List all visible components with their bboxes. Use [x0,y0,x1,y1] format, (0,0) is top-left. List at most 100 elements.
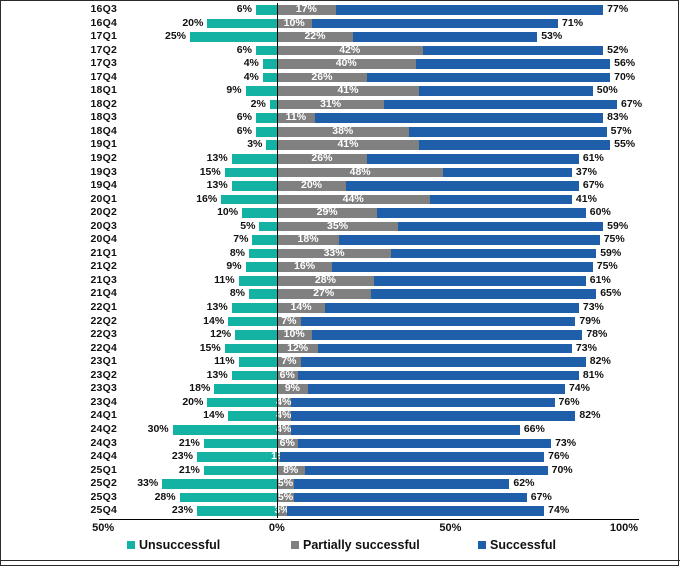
value-label-successful: 52% [607,43,629,56]
value-label-partially-successful: 7% [281,355,297,368]
category-label: 19Q4 [90,179,117,192]
row-bars: 16% 44% 41% [1,193,680,207]
bar-segment-unsuccessful [255,45,277,56]
row-bars: 21% 8% 70% [1,464,680,478]
bar-segment-successful [287,506,545,516]
value-label-partially-successful: 48% [349,165,371,178]
bottom-rule [1,560,680,561]
bar-segment-unsuccessful [196,452,277,462]
category-label: 23Q4 [90,395,117,408]
value-label-successful: 77% [607,3,629,15]
bar-segment-unsuccessful [235,330,277,340]
bar-segment-partially-successful [276,357,302,367]
bar-segment-successful [415,59,611,69]
chart-row: 21Q1 8% 33% 59% [1,247,680,261]
bar-segment-partially-successful [276,181,347,191]
category-label: 23Q3 [90,382,117,395]
bar-segment-unsuccessful [231,370,277,381]
legend-item-successful[interactable]: Successful [478,538,556,552]
bar-segment-unsuccessful [207,18,277,29]
chart-row: 21Q2 9% 16% 75% [1,260,680,274]
row-bars: 13% 6% 81% [1,369,680,383]
row-bars: 13% 26% 61% [1,152,680,166]
value-label-successful: 79% [579,314,601,327]
value-label-successful: 82% [579,409,601,422]
value-label-unsuccessful: 30% [147,422,169,435]
bar-segment-partially-successful [276,289,371,300]
row-bars: 20% 10% 71% [1,17,680,31]
bar-segment-unsuccessful [162,479,277,489]
value-label-partially-successful: 6% [279,368,295,381]
bar-segment-partially-successful [276,45,423,56]
value-label-partially-successful: 9% [284,382,301,395]
row-bars: 18% 9% 74% [1,382,680,396]
value-label-unsuccessful: 13% [206,152,228,165]
category-label: 18Q2 [90,97,117,110]
bar-segment-unsuccessful [224,167,277,178]
bar-segment-successful [280,452,545,462]
x-axis-ticks: 50% 0% 50% 100% [1,522,680,540]
legend-swatch-icon [478,541,486,549]
row-bars: 13% 20% 67% [1,179,680,193]
row-bars: 15% 48% 37% [1,166,680,180]
bar-segment-successful [301,316,576,327]
bar-segment-unsuccessful [190,32,277,42]
value-label-unsuccessful: 25% [164,30,186,43]
bar-segment-partially-successful [276,465,305,476]
category-label: 19Q1 [90,138,117,151]
bar-segment-successful [311,330,583,340]
chart-row: 24Q4 23% 1% 76% [1,450,680,464]
category-label: 17Q4 [90,70,117,83]
value-label-unsuccessful: 20% [182,16,204,29]
chart-row: 16Q4 20% 10% 71% [1,17,680,31]
category-label: 24Q4 [90,450,117,463]
value-label-partially-successful: 41% [337,84,359,97]
bar-segment-successful [290,397,555,408]
legend-item-partially-successful[interactable]: Partially successful [291,538,420,552]
bar-segment-partially-successful [276,59,416,69]
value-label-partially-successful: 11% [285,111,307,124]
bar-segment-unsuccessful [242,208,277,218]
bar-segment-partially-successful [276,303,326,313]
value-label-unsuccessful: 4% [243,70,259,83]
bar-segment-partially-successful [276,154,368,164]
bar-segment-partially-successful [276,397,291,408]
value-label-successful: 82% [589,355,611,368]
value-label-partially-successful: 35% [327,219,349,232]
value-label-partially-successful: 7% [281,314,297,327]
bar-segment-successful [290,411,576,421]
row-bars: 4% 40% 56% [1,57,680,71]
chart-row: 24Q1 14% 4% 82% [1,409,680,423]
x-axis-tick-label: 0% [268,522,285,534]
bar-segment-successful [311,18,559,29]
bar-segment-successful [384,99,618,110]
value-label-partially-successful: 5% [277,490,294,503]
bar-segment-unsuccessful [179,492,277,503]
row-bars: 2% 31% 67% [1,98,680,112]
value-label-partially-successful: 20% [301,179,323,192]
value-label-successful: 78% [586,328,608,341]
category-label: 22Q2 [90,314,117,327]
bar-segment-successful [325,303,579,313]
legend-item-unsuccessful[interactable]: Unsuccessful [127,538,220,552]
value-label-unsuccessful: 23% [171,504,193,517]
bar-segment-successful [367,154,579,164]
bar-segment-partially-successful [276,370,298,381]
row-bars: 14% 4% 82% [1,409,680,423]
value-label-successful: 66% [523,422,545,435]
value-label-unsuccessful: 14% [203,314,225,327]
category-label: 25Q1 [90,463,117,476]
bar-segment-partially-successful [276,248,392,259]
bar-segment-partially-successful [276,194,430,205]
value-label-successful: 57% [610,124,632,137]
bar-segment-unsuccessful [172,424,277,435]
value-label-successful: 37% [575,165,597,178]
value-label-unsuccessful: 8% [229,246,246,259]
category-label: 21Q2 [90,260,117,273]
value-label-successful: 41% [575,192,597,205]
chart-row: 25Q1 21% 8% 70% [1,464,680,478]
bar-segment-successful [294,479,510,489]
bar-segment-unsuccessful [214,384,277,394]
legend-label: Successful [490,538,557,552]
value-label-successful: 60% [589,206,611,219]
